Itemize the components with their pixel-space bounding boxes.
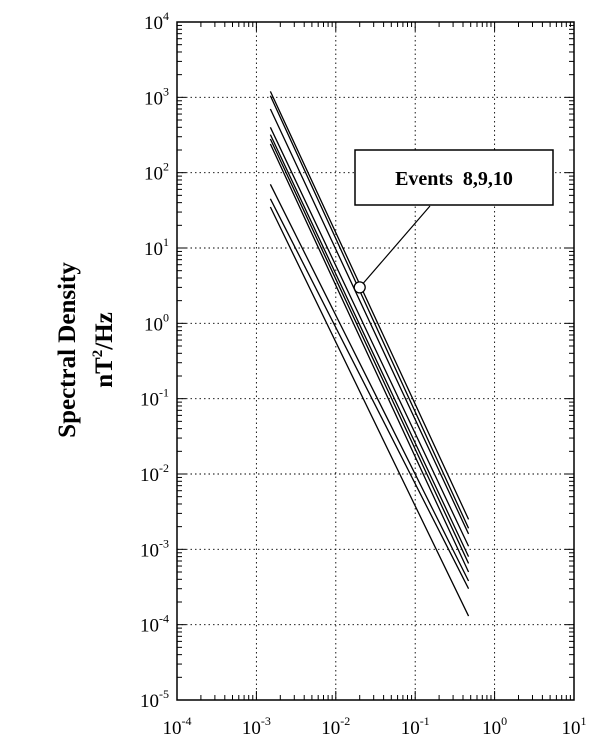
plot-frame	[176, 21, 575, 701]
y-axis-title: Spectral Density	[54, 262, 81, 438]
annotation-box	[354, 149, 554, 206]
annotation-label: Events 8,9,10	[395, 168, 513, 190]
series-line-4	[269, 127, 470, 547]
x-tick-label: 100	[482, 714, 507, 739]
y-tick-label: 101	[144, 235, 169, 260]
x-tick-label: 101	[562, 714, 587, 739]
y-axis-label: Spectral Density nT2/Hz	[54, 262, 118, 438]
y-tick-label: 10-4	[140, 612, 169, 637]
y-tick-label: 10-1	[140, 386, 169, 411]
x-tick-label: 10-4	[163, 714, 192, 739]
series-line-8	[269, 184, 470, 582]
data-series	[269, 91, 470, 617]
x-tick-label: 10-2	[321, 714, 350, 739]
annotation-marker	[353, 281, 366, 294]
y-tick-label: 104	[144, 9, 169, 34]
y-tick-label: 103	[144, 84, 169, 109]
y-tick-label: 10-5	[140, 687, 169, 712]
x-tick-label: 10-3	[242, 714, 271, 739]
x-tick-label: 10-1	[401, 714, 430, 739]
series-line-3	[269, 108, 470, 535]
annotation: Events 8,9,10	[353, 149, 554, 294]
y-tick-label: 102	[144, 160, 169, 185]
series-line-1	[269, 91, 470, 520]
series-line-7	[269, 143, 470, 573]
y-tick-label: 100	[144, 310, 169, 335]
grid-lines	[177, 22, 574, 700]
y-tick-label: 10-2	[140, 461, 169, 486]
series-line-5	[269, 134, 470, 557]
y-axis-units: nT2/Hz	[90, 312, 118, 388]
series-line-6	[269, 138, 470, 564]
annotation-leader-line	[359, 205, 431, 288]
series-line-9	[269, 198, 470, 590]
y-tick-label: 10-3	[140, 536, 169, 561]
series-line-2	[269, 95, 470, 529]
axes-frame	[176, 21, 575, 701]
series-line-10	[269, 206, 470, 617]
